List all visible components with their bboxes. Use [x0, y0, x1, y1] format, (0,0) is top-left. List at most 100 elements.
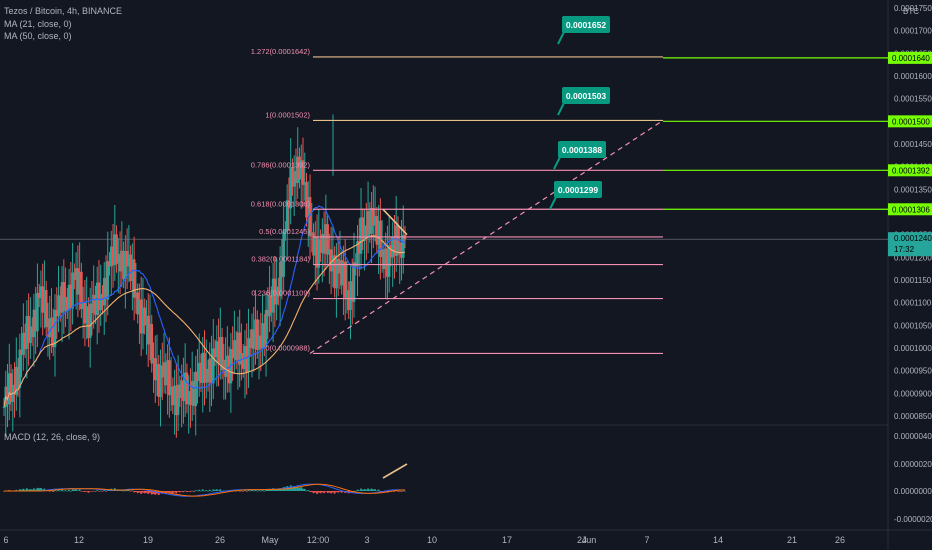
y-tick-label: 0.0001600: [894, 72, 932, 81]
candle: [187, 391, 190, 405]
macd-histogram-bar: [36, 487, 39, 491]
candle: [22, 332, 25, 355]
candle: [62, 282, 66, 312]
candle: [391, 237, 394, 258]
candle: [294, 171, 298, 183]
macd-histogram-bar: [59, 490, 62, 492]
candle: [41, 286, 44, 313]
candle: [136, 292, 139, 315]
macd-histogram-bar: [20, 489, 23, 491]
x-tick-label: 26: [215, 535, 225, 545]
macd-histogram-bar: [71, 489, 74, 491]
macd-histogram-bar: [131, 490, 134, 492]
candle: [104, 277, 108, 300]
candle: [99, 294, 103, 311]
candle: [370, 207, 373, 234]
x-tick-label: 21: [787, 535, 797, 545]
right-price-tag: [888, 164, 932, 177]
macd-histogram-bar: [75, 489, 78, 491]
macd-histogram-bar: [298, 487, 301, 491]
macd-histogram-bar: [32, 488, 35, 491]
macd-histogram-bar: [25, 488, 28, 491]
candle: [145, 315, 148, 326]
candle: [48, 318, 52, 338]
candle: [291, 167, 294, 187]
candle: [129, 254, 132, 281]
candle: [152, 358, 155, 364]
candle: [34, 309, 37, 332]
candle: [296, 156, 300, 183]
macd-histogram-bar: [140, 491, 143, 494]
candle: [387, 245, 391, 277]
candle: [365, 225, 368, 238]
macd-histogram-bar: [300, 487, 303, 491]
candle: [148, 323, 152, 345]
x-tick-label: 19: [143, 535, 153, 545]
macd-histogram-bar: [27, 489, 30, 491]
macd-histogram-bar: [358, 490, 361, 491]
macd-histogram-bar: [254, 489, 257, 491]
macd-histogram-bar: [222, 490, 225, 492]
macd-histogram-bar: [76, 490, 79, 492]
x-tick-label: 26: [835, 535, 845, 545]
macd-histogram-bar: [208, 489, 211, 491]
candle: [153, 358, 157, 381]
macd-histogram-bar: [54, 490, 56, 491]
candle: [347, 290, 351, 310]
fib-level-label: 0.618(0.0001306): [251, 199, 311, 208]
macd-histogram-bar: [103, 490, 106, 491]
macd-histogram-bar: [375, 490, 378, 492]
macd-histogram-bar: [196, 490, 199, 492]
x-tick-label: May: [261, 535, 279, 545]
macd-histogram-bar: [85, 491, 88, 492]
macd-histogram-bar: [73, 489, 76, 491]
candle: [252, 329, 256, 349]
macd-histogram-bar: [316, 491, 318, 494]
candle: [92, 294, 95, 313]
macd-histogram-bar: [89, 491, 92, 492]
candle: [257, 335, 261, 350]
right-price-tag-label: 0.0001392: [892, 166, 930, 175]
macd-histogram-bar: [361, 489, 364, 491]
macd-histogram-bar: [372, 489, 375, 491]
candle: [236, 332, 240, 361]
macd-histogram-bar: [270, 489, 273, 491]
candle: [138, 299, 141, 315]
candle: [190, 381, 194, 406]
macd-histogram-bar: [242, 491, 245, 492]
candle: [164, 362, 168, 386]
macd-histogram-bar: [240, 490, 243, 492]
callout-pointer: [553, 156, 561, 170]
candle: [266, 309, 270, 317]
macd-histogram-bar: [69, 490, 72, 492]
macd-histogram-bar: [201, 489, 204, 491]
x-tick-label: 24: [577, 535, 587, 545]
candle: [335, 258, 338, 289]
macd-histogram-bar: [126, 490, 129, 492]
candle: [384, 248, 387, 270]
candle: [227, 355, 231, 384]
macd-tick-label: 0.0000000: [894, 487, 932, 496]
candle: [234, 340, 238, 361]
candle: [171, 386, 175, 406]
macd-histogram-bar: [244, 490, 246, 492]
y-tick-label: 0.0001150: [894, 276, 932, 285]
macd-histogram-bar: [154, 491, 157, 495]
candle: [53, 309, 57, 348]
candle: [51, 317, 55, 348]
x-tick-label: 6: [3, 535, 8, 545]
candle: [359, 217, 363, 254]
target-callout: [558, 141, 606, 158]
candle: [280, 262, 284, 277]
candle: [194, 371, 198, 407]
candle: [67, 284, 71, 310]
macd-histogram-bar: [24, 489, 27, 491]
candle: [69, 284, 73, 309]
macd-histogram-bar: [84, 491, 86, 493]
macd-histogram-bar: [266, 489, 269, 491]
macd-histogram-bar: [215, 489, 218, 491]
y-tick-label: 0.0001550: [894, 95, 932, 104]
right-price-tag: [888, 115, 932, 128]
candle: [219, 337, 222, 364]
candle: [80, 271, 83, 310]
